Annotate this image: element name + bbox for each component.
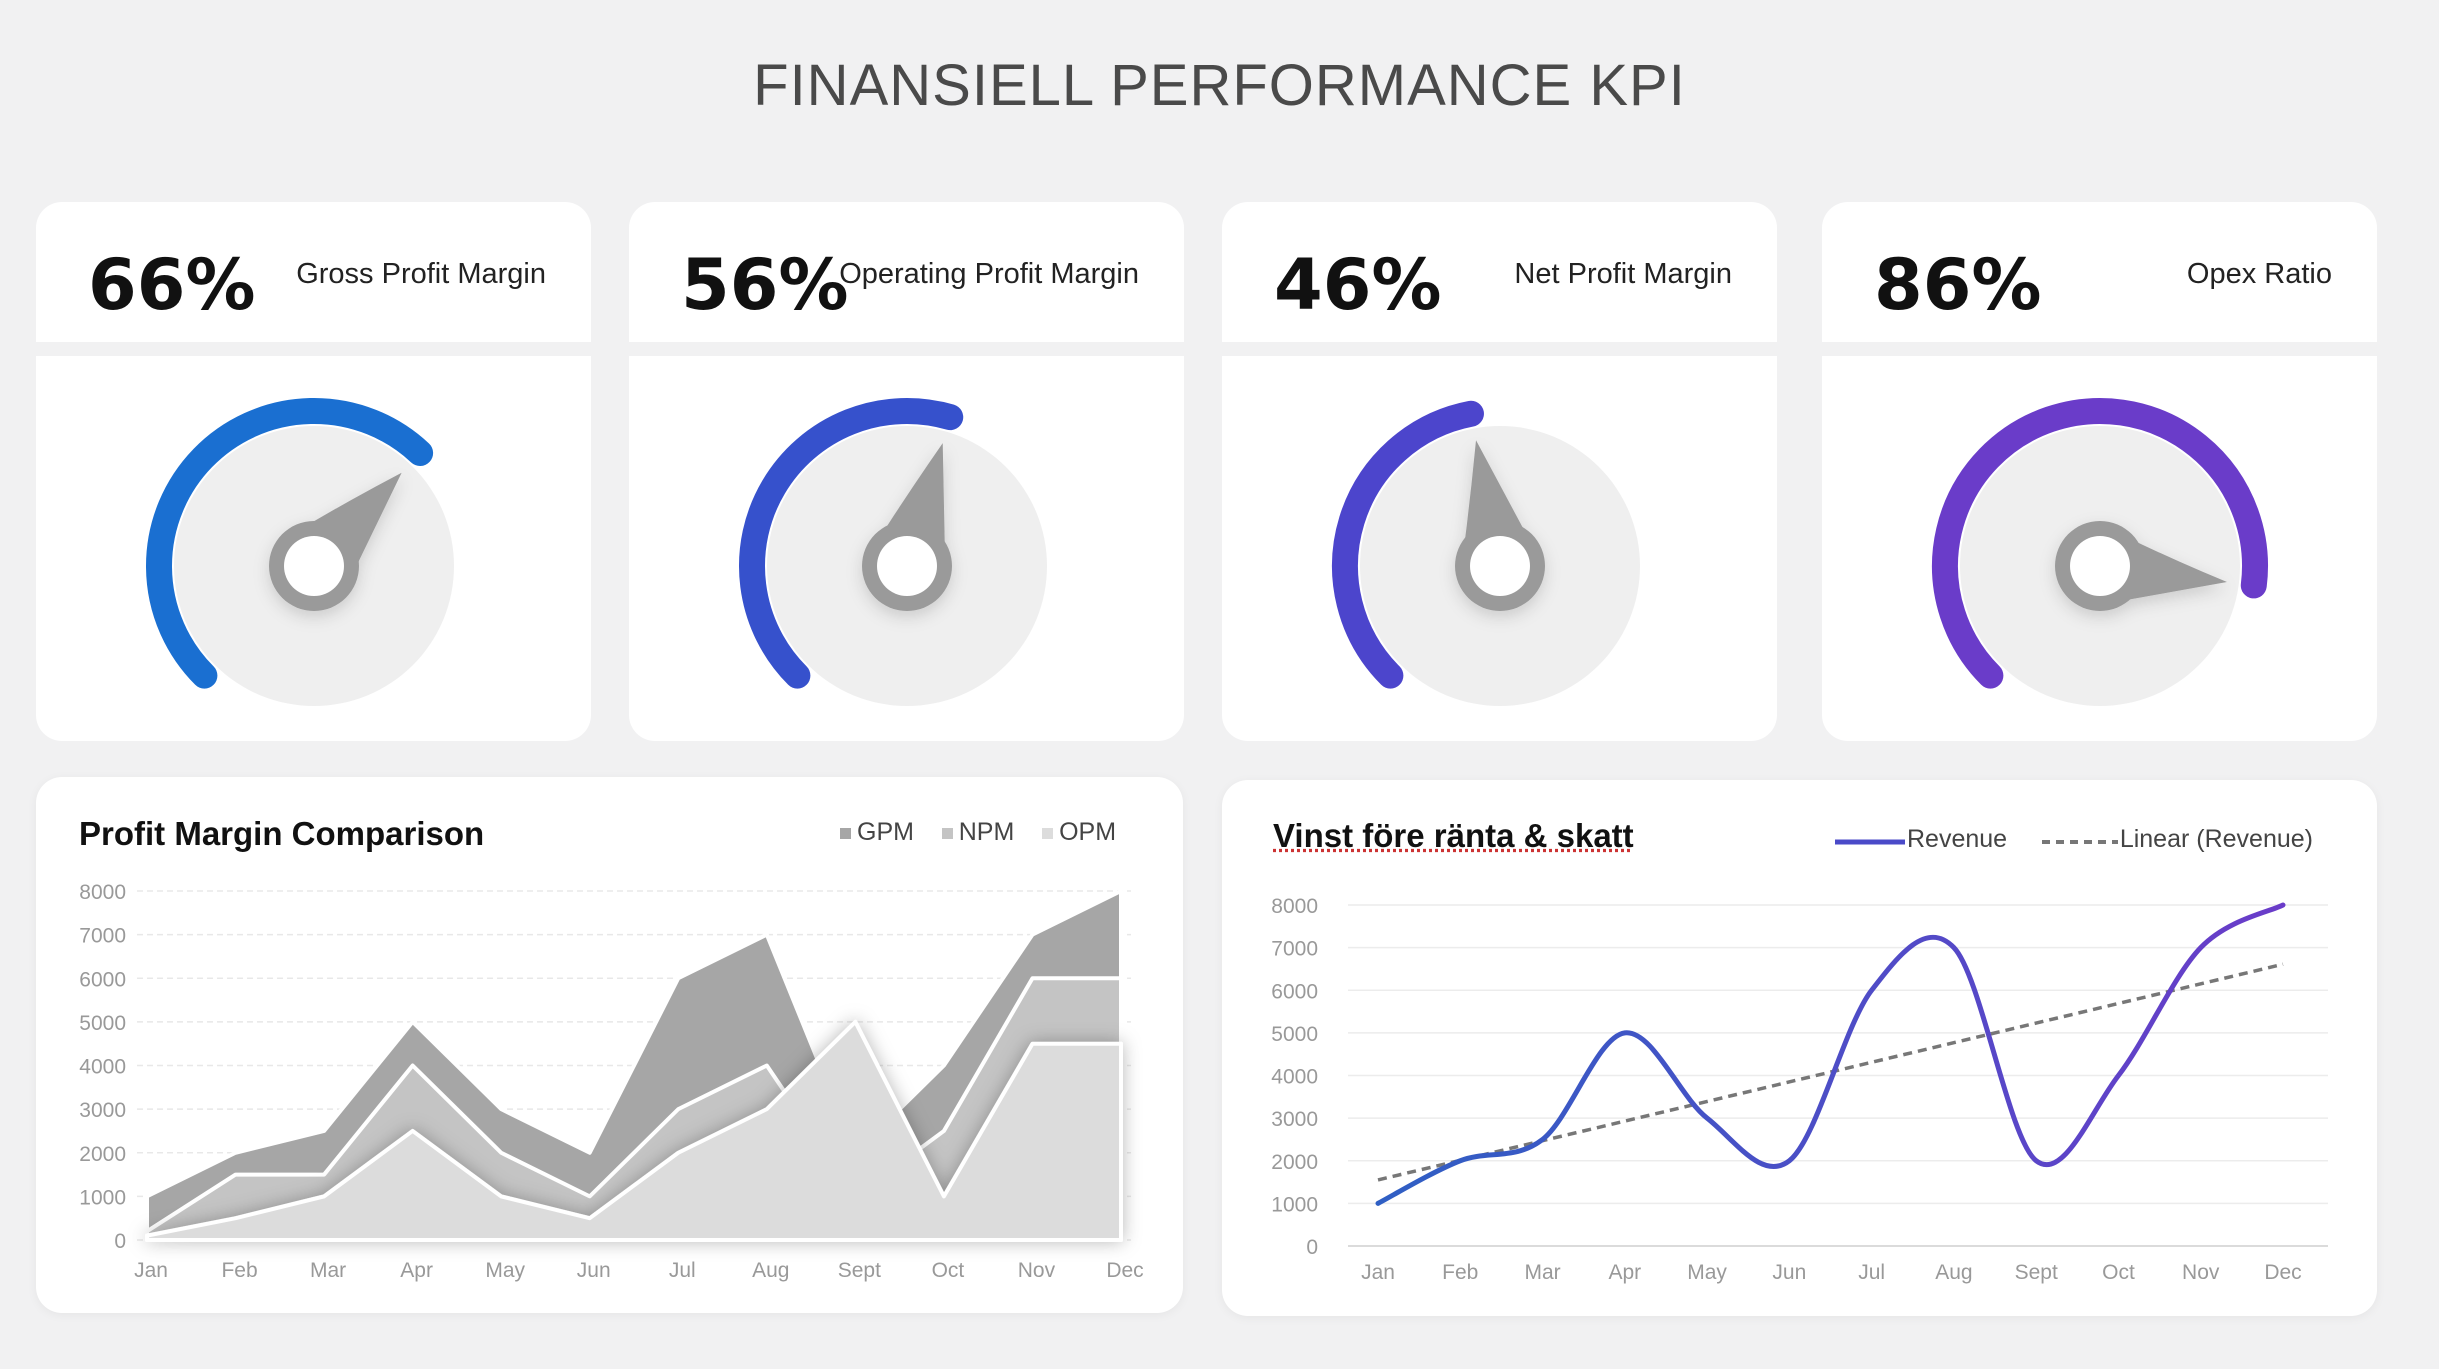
y-tick-label: 7000 — [1271, 938, 1318, 961]
x-tick-label: Jul — [1858, 1261, 1885, 1284]
legend-item-opm: OPM — [1042, 818, 1116, 846]
x-tick-label: Jun — [1772, 1261, 1806, 1284]
ebit-chart-title: Vinst före ränta & skatt — [1273, 817, 1634, 854]
x-tick-label: Sept — [838, 1259, 881, 1282]
y-tick-label: 5000 — [1271, 1023, 1318, 1046]
y-tick-label: 6000 — [1271, 980, 1318, 1003]
x-tick-label: Apr — [400, 1259, 433, 1282]
y-tick-label: 1000 — [79, 1186, 126, 1209]
gauge-arc — [739, 398, 964, 689]
y-tick-label: 0 — [114, 1230, 126, 1253]
x-tick-label: Dec — [2264, 1261, 2301, 1284]
line-series-revenue — [1375, 902, 2286, 1206]
ebit-line-chart: 0 1000 2000 3000 4000 5000 6000 7000 8000 Jan Feb M… — [1271, 895, 2328, 1284]
page-title: FINANSIELL PERFORMANCE KPI — [753, 53, 1686, 118]
x-tick-label: Jan — [134, 1259, 168, 1282]
legend-line-linear — [2041, 840, 2118, 844]
kpi-gauge — [1332, 400, 1640, 706]
profit-margin-legend: GPM NPM OPM — [840, 818, 1116, 847]
x-tick-label: Aug — [1935, 1261, 1972, 1284]
y-tick-label: 2000 — [1271, 1151, 1318, 1174]
y-tick-label: 0 — [1306, 1236, 1318, 1259]
y-tick-label: 3000 — [1271, 1108, 1318, 1131]
kpi-label: Opex Ratio — [2186, 258, 2332, 290]
x-tick-label: Sept — [2015, 1261, 2058, 1284]
trend-line-linear-revenue — [1377, 962, 2284, 1182]
kpi-card-header — [1222, 202, 1777, 342]
x-tick-label: Apr — [1608, 1261, 1641, 1284]
kpi-value: 46% — [1274, 244, 1442, 326]
legend-label-revenue: Revenue — [1907, 825, 2008, 853]
x-tick-label: May — [485, 1259, 525, 1282]
legend-label-npm: NPM — [958, 818, 1015, 846]
y-tick-label: 5000 — [79, 1012, 126, 1035]
y-tick-label: 8000 — [79, 881, 126, 904]
x-tick-label: Aug — [752, 1259, 789, 1282]
kpi-card-header — [1822, 202, 2377, 342]
legend-label-opm: OPM — [1059, 818, 1117, 846]
gauge-arc — [1932, 398, 2268, 689]
x-tick-label: Feb — [221, 1259, 257, 1282]
x-tick-label: Mar — [310, 1259, 346, 1282]
y-tick-label: 3000 — [79, 1099, 126, 1122]
kpi-label: Operating Profit Margin — [839, 258, 1139, 290]
kpi-gauge — [1932, 398, 2268, 706]
kpi-value: 56% — [681, 244, 849, 326]
gauge-hub-center — [284, 536, 344, 596]
x-tick-label: May — [1687, 1261, 1727, 1284]
x-tick-label: Jan — [1361, 1261, 1395, 1284]
x-tick-label: Oct — [932, 1259, 965, 1282]
gauge-hub-center — [877, 536, 937, 596]
gauge-arc — [1332, 400, 1484, 689]
x-tick-label: Jul — [669, 1259, 696, 1282]
area-series-opm — [145, 1019, 1123, 1242]
x-tick-label: Mar — [1524, 1261, 1560, 1284]
x-tick-label: Nov — [1018, 1259, 1056, 1282]
y-tick-label: 4000 — [1271, 1066, 1318, 1089]
legend-label-linear: Linear (Revenue) — [2119, 825, 2313, 853]
legend-item-linear: Linear (Revenue) — [2041, 825, 2313, 853]
y-tick-label: 2000 — [79, 1143, 126, 1166]
kpi-label: Gross Profit Margin — [296, 258, 546, 290]
gauge-hub-center — [2070, 536, 2130, 596]
y-tick-label: 1000 — [1271, 1193, 1318, 1216]
legend-item-npm: NPM — [941, 818, 1015, 846]
y-tick-label: 6000 — [79, 968, 126, 991]
kpi-value: 66% — [88, 244, 256, 326]
legend-label-gpm: GPM — [857, 818, 914, 846]
y-tick-label: 7000 — [79, 925, 126, 948]
legend-swatch-gpm — [840, 827, 851, 839]
gauge-hub-center — [1470, 536, 1530, 596]
y-tick-label: 4000 — [79, 1056, 126, 1079]
ebit-chart-card — [1222, 780, 2377, 1316]
ebit-legend: Revenue Linear (Revenue) — [1835, 825, 2313, 854]
kpi-card-header — [36, 202, 591, 342]
x-tick-label: Nov — [2182, 1261, 2220, 1284]
kpi-label: Net Profit Margin — [1514, 258, 1732, 290]
gauge-arc — [145, 398, 434, 689]
legend-item-gpm: GPM — [840, 818, 914, 846]
kpi-value: 86% — [1874, 244, 2042, 326]
kpi-card-header — [629, 202, 1184, 342]
legend-item-revenue: Revenue — [1835, 825, 2007, 853]
y-tick-label: 8000 — [1271, 895, 1318, 918]
profit-margin-area-chart: 0 1000 2000 3000 4000 5000 6000 7000 8000 Jan Feb M… — [79, 881, 1143, 1282]
kpi-gauge — [739, 398, 1047, 706]
kpi-gauge — [145, 398, 454, 706]
x-tick-label: Jun — [577, 1259, 611, 1282]
legend-swatch-opm — [1042, 827, 1054, 839]
legend-line-revenue — [1835, 839, 1905, 845]
profit-margin-chart-title: Profit Margin Comparison — [79, 815, 485, 852]
x-tick-label: Dec — [1106, 1259, 1143, 1282]
x-tick-label: Feb — [1442, 1261, 1478, 1284]
x-tick-label: Oct — [2102, 1261, 2135, 1284]
legend-swatch-npm — [941, 827, 953, 839]
